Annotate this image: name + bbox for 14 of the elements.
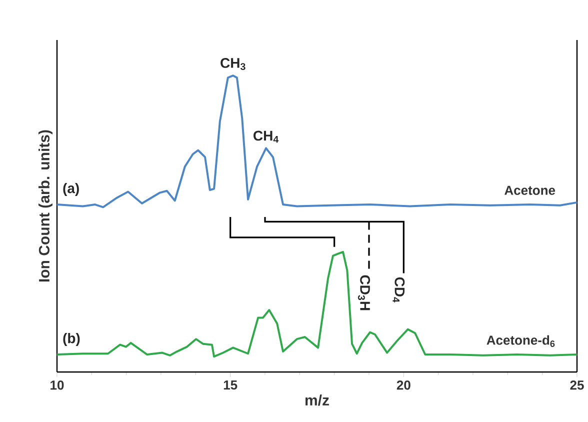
x-tick-label: 10 (50, 380, 64, 390)
annotation: (a) (63, 182, 79, 196)
series-label: Acetone-d$_{6}$ (486, 335, 555, 347)
annotation: CH$_{3}$ (220, 58, 246, 70)
annotation: CD$_{4}$ (392, 277, 405, 302)
annotation: CD$_{3}$H (358, 275, 370, 310)
x-axis-title: m/z (305, 394, 329, 406)
x-tick-label: 15 (224, 380, 238, 390)
x-tick-label: 25 (570, 380, 584, 390)
annotation: (b) (63, 332, 80, 346)
y-axis-title: Ion Count (arb. units) (38, 130, 52, 282)
series-label: Acetone (504, 186, 556, 195)
annotation: CH$_{4}$ (254, 130, 279, 143)
x-tick-label: 20 (396, 380, 410, 390)
